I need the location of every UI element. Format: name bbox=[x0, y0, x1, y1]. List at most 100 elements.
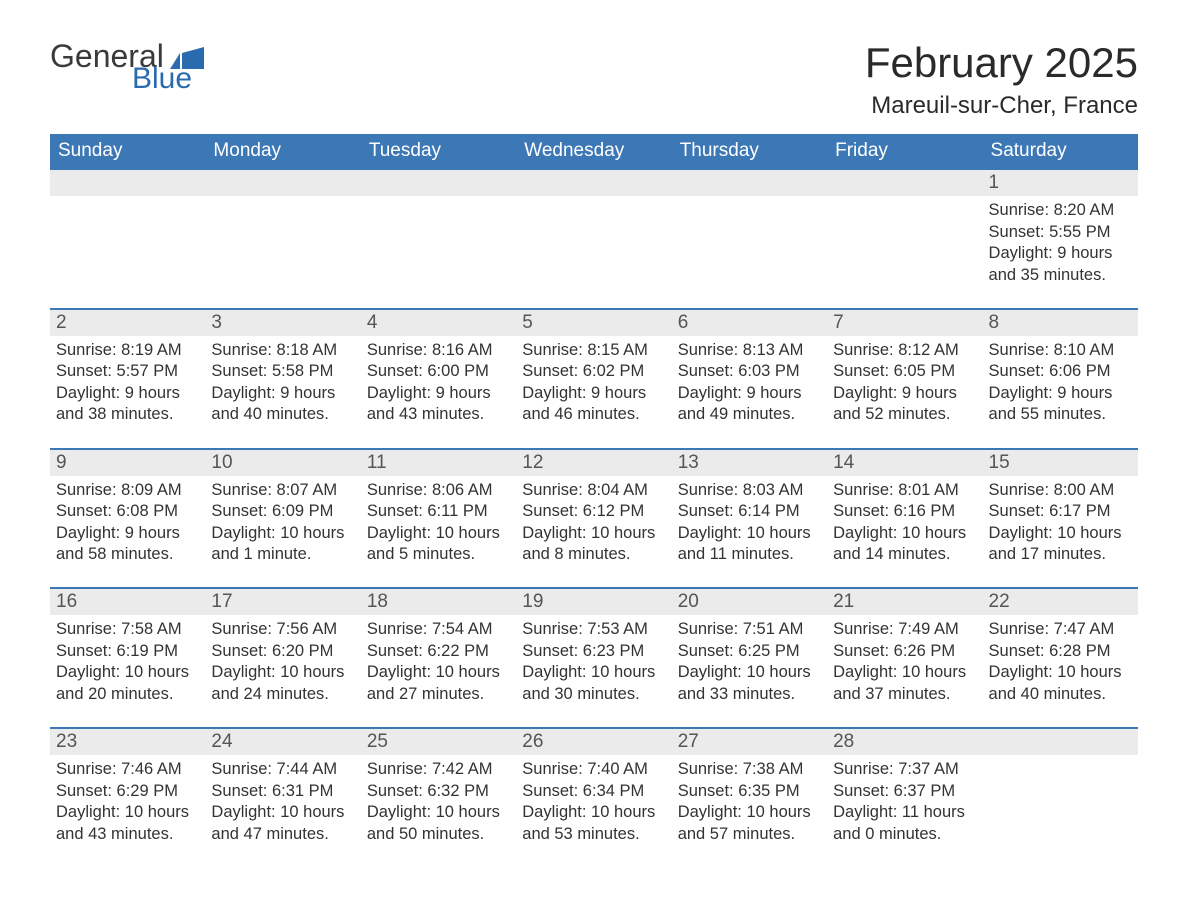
daylight-line: Daylight: 10 hours and 43 minutes. bbox=[56, 802, 199, 845]
day-cell: Sunrise: 7:47 AMSunset: 6:28 PMDaylight:… bbox=[983, 615, 1138, 728]
sunset-line: Sunset: 5:58 PM bbox=[211, 361, 354, 382]
sunset-line: Sunset: 6:11 PM bbox=[367, 501, 510, 522]
calendar-table: SundayMondayTuesdayWednesdayThursdayFrid… bbox=[50, 134, 1138, 867]
month-title: February 2025 bbox=[865, 40, 1138, 86]
day-cell: Sunrise: 8:18 AMSunset: 5:58 PMDaylight:… bbox=[205, 336, 360, 449]
day-cell: Sunrise: 7:58 AMSunset: 6:19 PMDaylight:… bbox=[50, 615, 205, 728]
day-cell: Sunrise: 8:06 AMSunset: 6:11 PMDaylight:… bbox=[361, 476, 516, 589]
day-header: Saturday bbox=[983, 134, 1138, 169]
day-cell bbox=[827, 196, 982, 309]
sunrise-line: Sunrise: 8:19 AM bbox=[56, 340, 199, 361]
sunrise-line: Sunrise: 7:44 AM bbox=[211, 759, 354, 780]
content-row: Sunrise: 7:46 AMSunset: 6:29 PMDaylight:… bbox=[50, 755, 1138, 867]
day-cell: Sunrise: 8:13 AMSunset: 6:03 PMDaylight:… bbox=[672, 336, 827, 449]
sunset-line: Sunset: 6:16 PM bbox=[833, 501, 976, 522]
day-cell: Sunrise: 7:37 AMSunset: 6:37 PMDaylight:… bbox=[827, 755, 982, 867]
daylight-line: Daylight: 10 hours and 30 minutes. bbox=[522, 662, 665, 705]
day-number-cell: 5 bbox=[516, 309, 671, 336]
day-number-cell: 23 bbox=[50, 728, 205, 755]
content-row: Sunrise: 7:58 AMSunset: 6:19 PM Daylight:… bbox=[50, 615, 1138, 728]
daylight-line: Daylight: 10 hours and 14 minutes. bbox=[833, 523, 976, 566]
day-cell: Sunrise: 8:16 AMSunset: 6:00 PMDaylight:… bbox=[361, 336, 516, 449]
day-number-cell: 16 bbox=[50, 588, 205, 615]
day-number-cell bbox=[205, 169, 360, 196]
sunset-line: Sunset: 6:14 PM bbox=[678, 501, 821, 522]
sunset-line: Sunset: 6:28 PM bbox=[989, 641, 1132, 662]
sunset-line: Sunset: 6:02 PM bbox=[522, 361, 665, 382]
day-number-cell: 24 bbox=[205, 728, 360, 755]
calendar-body: 1Sunrise: 8:20 AMSunset: 5:55 PMDaylight… bbox=[50, 169, 1138, 867]
daylight-line: Daylight: 10 hours and 57 minutes. bbox=[678, 802, 821, 845]
daylight-line: Daylight: 10 hours and 53 minutes. bbox=[522, 802, 665, 845]
day-header: Thursday bbox=[672, 134, 827, 169]
day-cell: Sunrise: 8:09 AMSunset: 6:08 PMDaylight:… bbox=[50, 476, 205, 589]
daylight-line: Daylight: 9 hours and 38 minutes. bbox=[56, 383, 199, 426]
sunrise-line: Sunrise: 7:42 AM bbox=[367, 759, 510, 780]
sunset-line: Sunset: 6:03 PM bbox=[678, 361, 821, 382]
day-number-cell: 27 bbox=[672, 728, 827, 755]
day-number-cell: 26 bbox=[516, 728, 671, 755]
sunset-line: Sunset: 6:31 PM bbox=[211, 781, 354, 802]
sunrise-line: Sunrise: 7:46 AM bbox=[56, 759, 199, 780]
sunrise-line: Sunrise: 8:01 AM bbox=[833, 480, 976, 501]
daylight-line: Daylight: 10 hours and 5 minutes. bbox=[367, 523, 510, 566]
day-cell: Sunrise: 8:00 AMSunset: 6:17 PMDaylight:… bbox=[983, 476, 1138, 589]
sunrise-line: Sunrise: 7:49 AM bbox=[833, 619, 976, 640]
calendar-head: SundayMondayTuesdayWednesdayThursdayFrid… bbox=[50, 134, 1138, 169]
sunrise-line: Sunrise: 8:16 AM bbox=[367, 340, 510, 361]
content-row: Sunrise: 8:20 AMSunset: 5:55 PMDaylight:… bbox=[50, 196, 1138, 309]
day-header: Friday bbox=[827, 134, 982, 169]
header-row: General Blue February 2025 Mareuil-sur-C… bbox=[50, 40, 1138, 120]
daylight-line: Daylight: 9 hours and 46 minutes. bbox=[522, 383, 665, 426]
day-number-cell: 28 bbox=[827, 728, 982, 755]
day-cell: Sunrise: 7:42 AMSunset: 6:32 PMDaylight:… bbox=[361, 755, 516, 867]
day-cell bbox=[672, 196, 827, 309]
daylight-line: Daylight: 9 hours and 49 minutes. bbox=[678, 383, 821, 426]
sunrise-line: Sunrise: 8:00 AM bbox=[989, 480, 1132, 501]
day-number-cell bbox=[827, 169, 982, 196]
day-number-cell: 1 bbox=[983, 169, 1138, 196]
sunrise-line: Sunrise: 8:04 AM bbox=[522, 480, 665, 501]
sunrise-line: Sunrise: 8:12 AM bbox=[833, 340, 976, 361]
day-number-cell: 14 bbox=[827, 449, 982, 476]
day-cell: Sunrise: 7:53 AMSunset: 6:23 PMDaylight:… bbox=[516, 615, 671, 728]
daylight-line: Daylight: 9 hours and 40 minutes. bbox=[211, 383, 354, 426]
daylight-line: Daylight: 10 hours and 24 minutes. bbox=[211, 662, 354, 705]
sunrise-line: Sunrise: 7:40 AM bbox=[522, 759, 665, 780]
day-cell: Sunrise: 7:56 AMSunset: 6:20 PMDaylight:… bbox=[205, 615, 360, 728]
sunset-line: Sunset: 5:55 PM bbox=[989, 222, 1132, 243]
daylight-line: Daylight: 10 hours and 1 minute. bbox=[211, 523, 354, 566]
day-number-cell: 19 bbox=[516, 588, 671, 615]
day-number-cell: 7 bbox=[827, 309, 982, 336]
sunrise-line: Sunrise: 7:37 AM bbox=[833, 759, 976, 780]
daylight-line: Daylight: 10 hours and 11 minutes. bbox=[678, 523, 821, 566]
day-number-cell bbox=[50, 169, 205, 196]
sunrise-line: Sunrise: 8:06 AM bbox=[367, 480, 510, 501]
sunrise-line: Sunrise: 7:58 AM bbox=[56, 619, 199, 640]
title-block: February 2025 Mareuil-sur-Cher, France bbox=[865, 40, 1138, 120]
daylight-line: Daylight: 11 hours and 0 minutes. bbox=[833, 802, 976, 845]
day-cell: Sunrise: 7:49 AMSunset: 6:26 PMDaylight:… bbox=[827, 615, 982, 728]
content-row: Sunrise: 8:09 AMSunset: 6:08 PMDaylight:… bbox=[50, 476, 1138, 589]
day-number-cell: 11 bbox=[361, 449, 516, 476]
sunrise-line: Sunrise: 7:47 AM bbox=[989, 619, 1132, 640]
day-cell bbox=[205, 196, 360, 309]
logo: General Blue bbox=[50, 40, 204, 94]
daylight-line: Daylight: 10 hours and 37 minutes. bbox=[833, 662, 976, 705]
daylight-line: Daylight: 9 hours and 35 minutes. bbox=[989, 243, 1132, 286]
day-number-cell: 6 bbox=[672, 309, 827, 336]
daylight-line: Daylight: 10 hours and 17 minutes. bbox=[989, 523, 1132, 566]
daylight-line: Daylight: 9 hours and 58 minutes. bbox=[56, 523, 199, 566]
day-header-row: SundayMondayTuesdayWednesdayThursdayFrid… bbox=[50, 134, 1138, 169]
sunset-line: Sunset: 6:17 PM bbox=[989, 501, 1132, 522]
sunset-line: Sunset: 6:09 PM bbox=[211, 501, 354, 522]
day-cell bbox=[516, 196, 671, 309]
content-row: Sunrise: 8:19 AMSunset: 5:57 PMDaylight:… bbox=[50, 336, 1138, 449]
sunset-line: Sunset: 6:05 PM bbox=[833, 361, 976, 382]
day-number-cell: 15 bbox=[983, 449, 1138, 476]
day-cell: Sunrise: 8:19 AMSunset: 5:57 PMDaylight:… bbox=[50, 336, 205, 449]
sunset-line: Sunset: 6:19 PM bbox=[56, 641, 199, 662]
day-number-cell: 9 bbox=[50, 449, 205, 476]
day-cell: Sunrise: 8:20 AMSunset: 5:55 PMDaylight:… bbox=[983, 196, 1138, 309]
daylight-line: Daylight: 9 hours and 52 minutes. bbox=[833, 383, 976, 426]
